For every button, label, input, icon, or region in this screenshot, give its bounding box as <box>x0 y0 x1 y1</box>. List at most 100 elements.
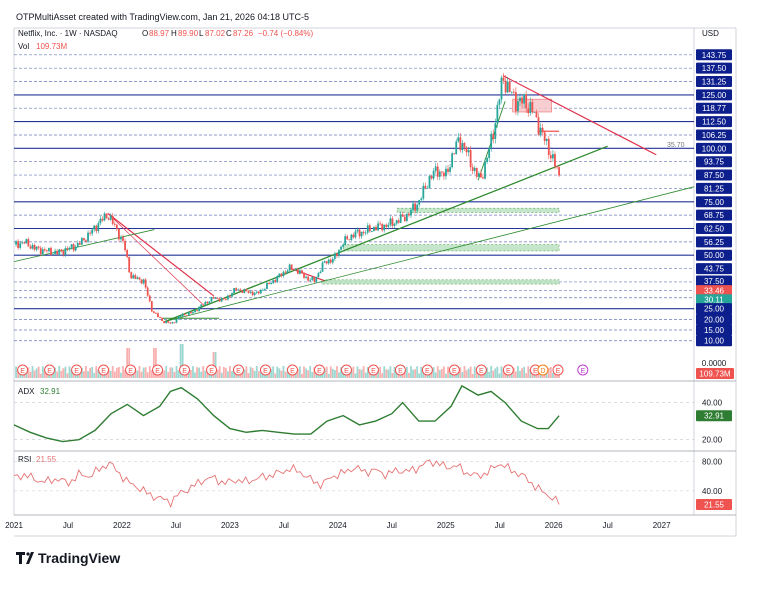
volume-bar <box>62 368 65 378</box>
candle-body <box>144 279 147 288</box>
candle-body <box>381 224 384 231</box>
volume-bar <box>467 368 470 378</box>
volume-bar <box>115 367 118 378</box>
volume-bar <box>270 369 273 378</box>
candle-body <box>399 214 402 223</box>
candle-body <box>278 273 281 277</box>
volume-bar <box>389 366 392 378</box>
candle-body <box>118 228 120 240</box>
volume-bar <box>253 370 256 378</box>
event-label: E <box>580 368 585 375</box>
candle-body <box>173 322 176 324</box>
support-zone <box>321 279 560 285</box>
volume-bar <box>70 369 73 378</box>
candle-body <box>165 321 168 324</box>
event-label: E <box>74 368 79 375</box>
volume-bar <box>140 371 143 378</box>
price-tick-label: 100.00 <box>702 144 727 153</box>
candle-body <box>344 236 347 245</box>
candle-body <box>440 171 443 173</box>
price-tick-badge <box>696 62 732 74</box>
candle-body <box>159 317 161 318</box>
candle-body <box>459 137 462 151</box>
volume-bar <box>391 373 394 378</box>
volume-bar <box>107 368 110 378</box>
volume-bar <box>245 366 248 378</box>
candle-body <box>189 312 192 314</box>
volume-bar <box>333 370 336 378</box>
volume-bar <box>255 366 258 378</box>
volume-bar <box>327 373 330 378</box>
candle-body <box>64 248 67 255</box>
candle-body <box>103 213 106 221</box>
candle-body <box>175 319 178 323</box>
candle-body <box>113 223 116 225</box>
volume-bar <box>496 366 499 378</box>
earnings-marker <box>233 364 245 376</box>
rsi-pane: 80.00 40.00 21.55 <box>13 457 732 510</box>
event-label: E <box>101 368 106 375</box>
volume-bar <box>83 371 85 378</box>
earnings-marker <box>313 364 325 376</box>
candle-body <box>196 310 198 312</box>
event-label: E <box>556 368 561 375</box>
candle-body <box>422 185 425 199</box>
earnings-marker <box>206 364 218 376</box>
candle-body <box>56 250 59 255</box>
candle-body <box>377 223 379 231</box>
candle-body <box>109 215 112 220</box>
volume-bar <box>144 367 147 378</box>
rsi-line <box>13 459 560 509</box>
volume-bar <box>461 372 464 378</box>
currency-label: USD <box>702 29 719 38</box>
candle-body <box>25 239 28 244</box>
earnings-marker <box>286 364 298 376</box>
candle-body <box>527 108 530 114</box>
price-tick-badge <box>696 76 732 88</box>
candle-body <box>54 250 57 255</box>
earnings-marker <box>552 364 564 376</box>
volume-bar <box>80 367 83 378</box>
volume-bar <box>130 373 133 378</box>
candle-body <box>543 132 546 141</box>
candle-body <box>122 236 124 241</box>
candle-body <box>373 226 375 232</box>
candle-body <box>66 248 69 250</box>
candle-body <box>286 270 289 273</box>
candle-body <box>331 258 334 263</box>
adx-value-badge-label: 32.91 <box>704 412 725 421</box>
candle-body <box>130 272 133 279</box>
candle-body <box>504 80 507 93</box>
time-tick-label: 2027 <box>653 521 671 530</box>
candle-body <box>535 111 538 118</box>
candle-body <box>420 198 423 200</box>
volume-bar <box>296 368 299 378</box>
volume-bar <box>393 366 396 378</box>
candle-body <box>465 147 468 153</box>
candle-body <box>549 155 552 159</box>
candle-body <box>519 97 521 102</box>
volume-bar <box>459 367 462 378</box>
candle-body <box>128 256 131 273</box>
volume-bar <box>43 368 46 378</box>
candle-body <box>558 167 560 176</box>
candle-body <box>80 238 83 245</box>
volume-bar <box>194 372 196 378</box>
volume-bar <box>202 366 205 378</box>
candle-body <box>19 243 22 248</box>
candle-body <box>366 225 369 233</box>
volume-value: 109.73M <box>36 42 67 51</box>
tradingview-logo[interactable]: TradingView <box>16 550 120 566</box>
low-label: L <box>199 29 204 38</box>
volume-bar <box>136 370 139 378</box>
high-label: H <box>171 29 177 38</box>
volume-bar <box>124 369 126 378</box>
volume-bar <box>381 373 384 378</box>
adx-tick-label: 40.00 <box>702 399 723 408</box>
earnings-marker <box>577 364 589 376</box>
candle-body <box>50 247 52 255</box>
time-axis[interactable]: 2021 Jul 2022 Jul 2023 Jul 2024 Jul 2025 Jul 2026 J… <box>5 521 671 530</box>
volume-bar <box>198 367 201 378</box>
volume-bar <box>512 367 515 378</box>
